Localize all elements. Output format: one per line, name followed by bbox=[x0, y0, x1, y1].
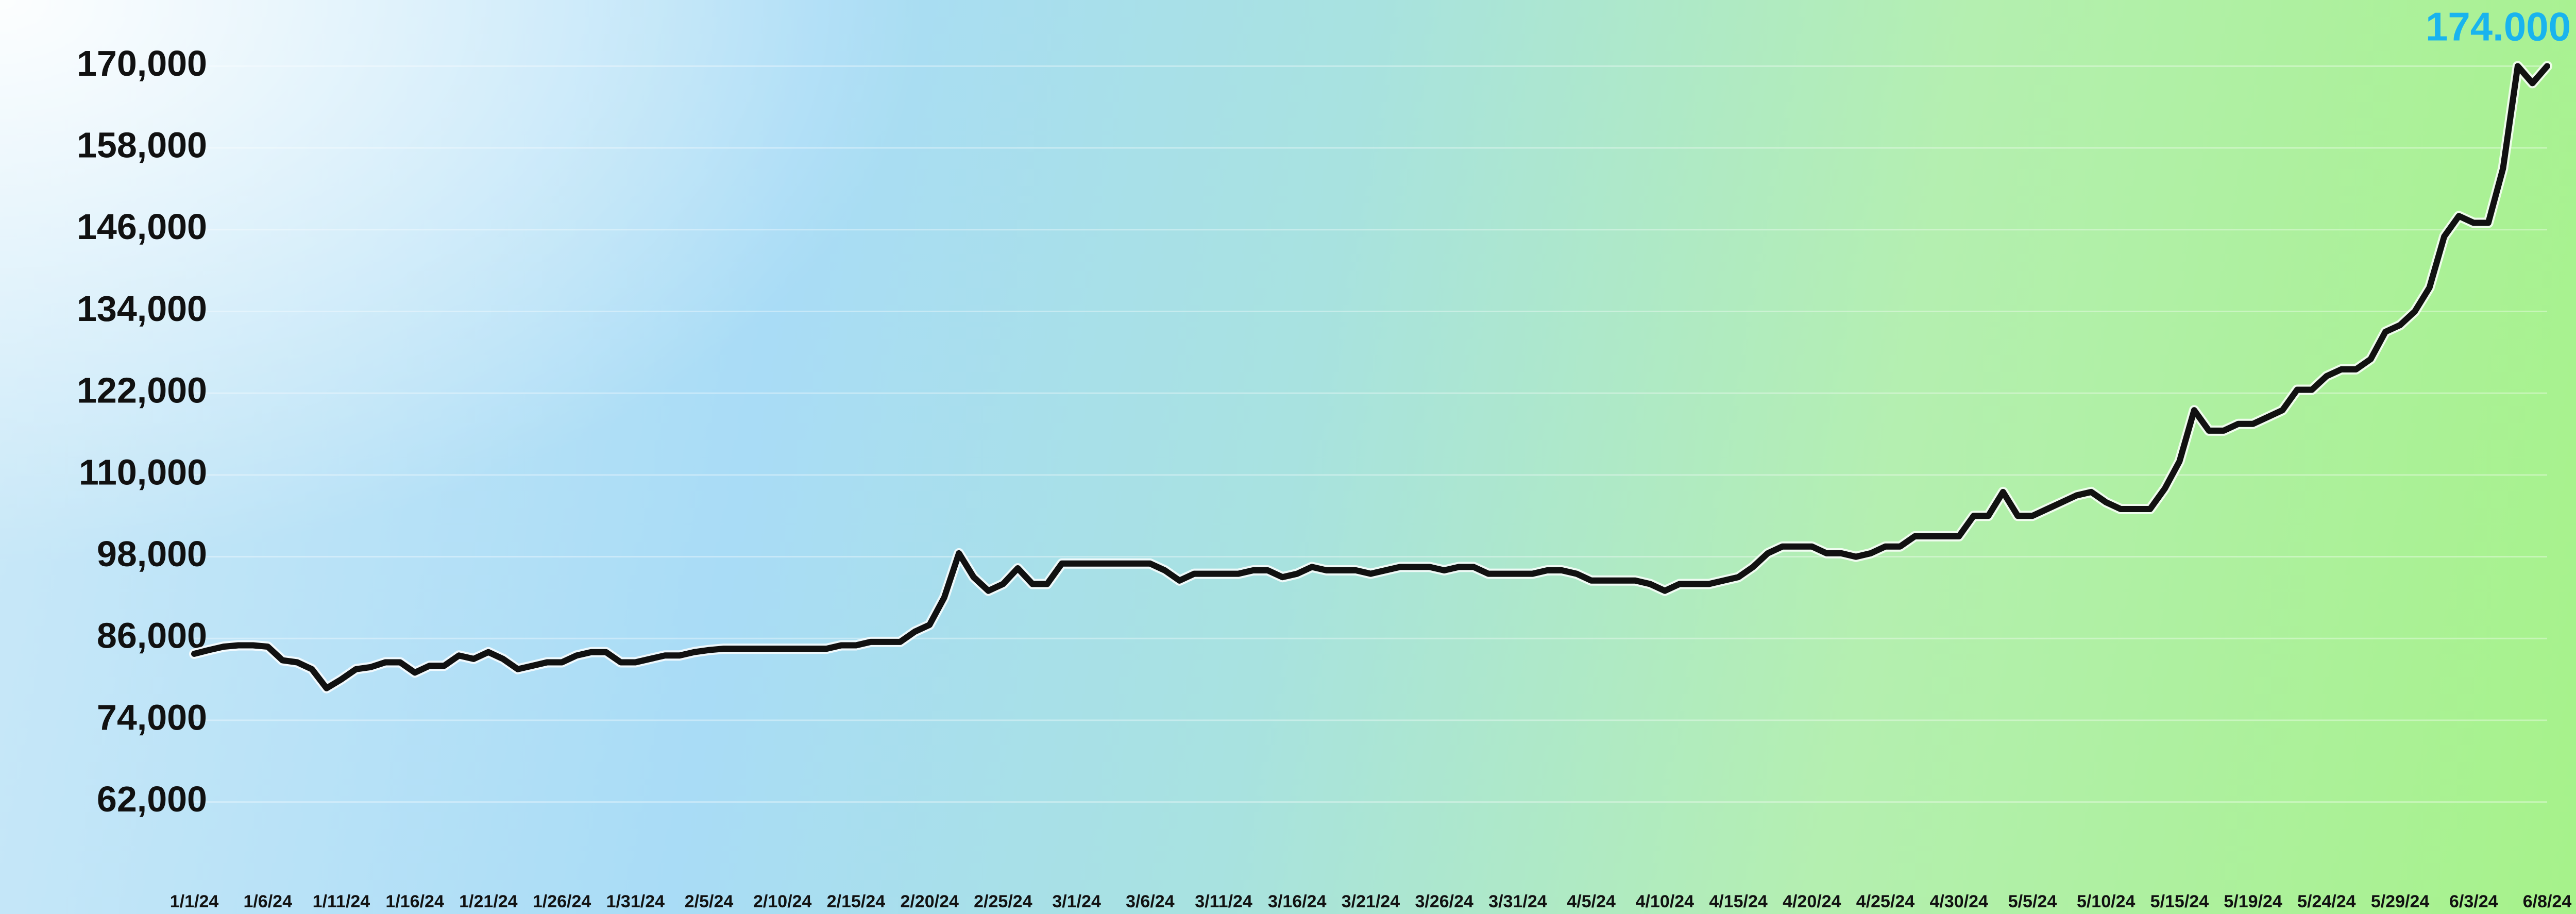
y-tick-label: 110,000 bbox=[79, 452, 207, 492]
y-tick-label: 74,000 bbox=[97, 697, 207, 737]
line bbox=[191, 63, 2550, 691]
y-tick-label: 62,000 bbox=[97, 779, 207, 819]
x-tick-label: 1/6/24 bbox=[243, 892, 292, 911]
x-tick-label: 5/24/24 bbox=[2297, 892, 2356, 911]
y-tick-label: 170,000 bbox=[77, 43, 207, 83]
x-tick-label: 6/3/24 bbox=[2449, 892, 2498, 911]
x-tick-label: 2/5/24 bbox=[685, 892, 734, 911]
x-tick-label: 1/11/24 bbox=[313, 892, 370, 911]
y-tick-label: 146,000 bbox=[77, 207, 207, 247]
x-tick-label: 1/26/24 bbox=[533, 892, 591, 911]
x-tick-label: 5/5/24 bbox=[2008, 892, 2057, 911]
x-tick-label: 4/10/24 bbox=[1636, 892, 1694, 911]
x-tick-label: 5/15/24 bbox=[2150, 892, 2209, 911]
x-tick-label: 3/1/24 bbox=[1052, 892, 1101, 911]
x-tick-label: 4/15/24 bbox=[1709, 892, 1768, 911]
x-tick-label: 2/20/24 bbox=[900, 892, 959, 911]
y-tick-label: 158,000 bbox=[77, 125, 207, 165]
x-tick-label: 2/15/24 bbox=[827, 892, 886, 911]
y-tick-label: 134,000 bbox=[77, 289, 207, 329]
x-tick-label: 3/31/24 bbox=[1488, 892, 1547, 911]
x-tick-label: 1/16/24 bbox=[385, 892, 444, 911]
x-tick-label: 6/8/24 bbox=[2523, 892, 2572, 911]
line-halo bbox=[189, 61, 2552, 693]
x-tick-label: 1/1/24 bbox=[170, 892, 219, 911]
x-tick-label: 3/21/24 bbox=[1342, 892, 1400, 911]
x-tick-label: 3/11/24 bbox=[1195, 892, 1252, 911]
x-tick-label: 3/6/24 bbox=[1126, 892, 1175, 911]
y-tick-label: 122,000 bbox=[77, 370, 207, 411]
x-tick-label: 4/20/24 bbox=[1783, 892, 1841, 911]
x-tick-label: 4/5/24 bbox=[1567, 892, 1616, 911]
x-tick-label: 5/29/24 bbox=[2371, 892, 2430, 911]
x-tick-label: 3/26/24 bbox=[1415, 892, 1473, 911]
x-tick-label: 2/25/24 bbox=[974, 892, 1032, 911]
x-tick-label: 2/10/24 bbox=[753, 892, 812, 911]
annotation: 174.000 bbox=[2426, 4, 2571, 49]
x-tick-label: 3/16/24 bbox=[1268, 892, 1327, 911]
y-tick-label: 86,000 bbox=[97, 616, 207, 656]
x-tick-label: 1/31/24 bbox=[606, 892, 665, 911]
x-tick-label: 4/25/24 bbox=[1856, 892, 1915, 911]
x-tick-label: 5/19/24 bbox=[2224, 892, 2282, 911]
x-tick-label: 1/21/24 bbox=[459, 892, 518, 911]
y-tick-label: 98,000 bbox=[97, 534, 207, 574]
x-tick-label: 4/30/24 bbox=[1930, 892, 1989, 911]
x-tick-label: 5/10/24 bbox=[2077, 892, 2136, 911]
